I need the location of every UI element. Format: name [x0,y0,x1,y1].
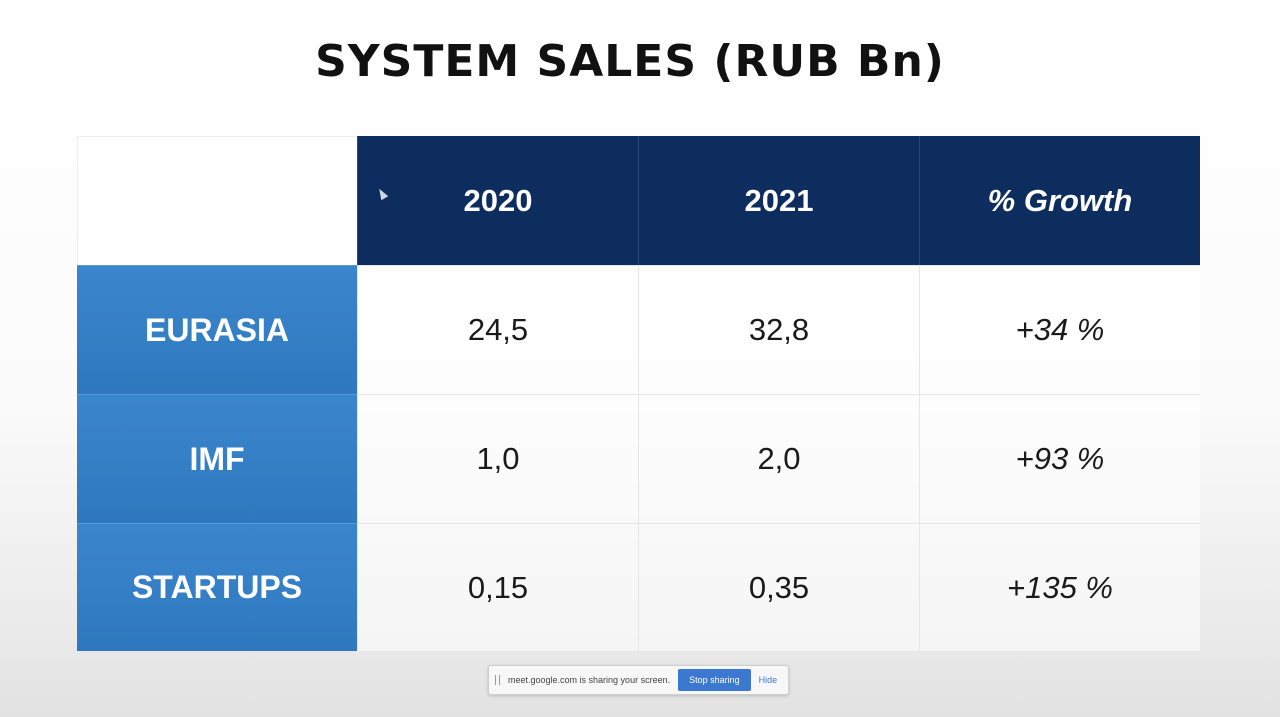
cell-startups-2021: 0,35 [638,523,919,651]
hide-link[interactable]: Hide [758,675,778,685]
row-label-startups: STARTUPS [77,523,357,651]
header-growth: % Growth [919,136,1200,265]
share-message: meet.google.com is sharing your screen. [508,675,671,685]
stop-sharing-button[interactable]: Stop sharing [678,669,751,691]
sales-table: 2020 2021 % Growth EURASIA 24,5 32,8 +34… [77,136,1200,651]
cell-imf-2020: 1,0 [357,394,638,523]
header-2020: 2020 [357,136,638,265]
header-2021: 2021 [638,136,919,265]
cell-eurasia-2021: 32,8 [638,265,919,394]
screen-share-bar: meet.google.com is sharing your screen. … [488,665,789,695]
drag-handle-icon[interactable] [495,675,500,685]
cell-imf-growth: +93 % [919,394,1200,523]
cell-eurasia-2020: 24,5 [357,265,638,394]
slide-title: SYSTEM SALES (RUB Bn) [315,36,945,87]
row-label-imf: IMF [77,394,357,523]
cell-startups-2020: 0,15 [357,523,638,651]
cell-imf-2021: 2,0 [638,394,919,523]
cell-startups-growth: +135 % [919,523,1200,651]
cell-eurasia-growth: +34 % [919,265,1200,394]
table-corner-cell [77,136,357,265]
row-label-eurasia: EURASIA [77,265,357,394]
